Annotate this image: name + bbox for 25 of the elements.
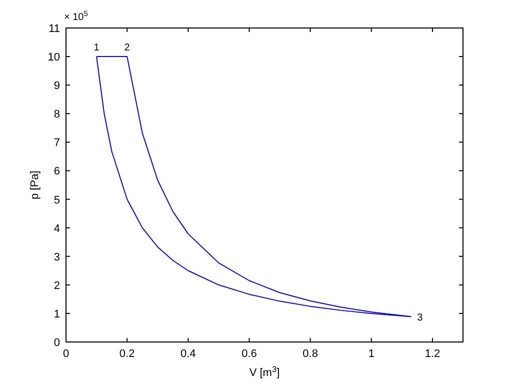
x-tick-label: 1.2 bbox=[424, 348, 440, 360]
y-tick-label: 9 bbox=[54, 80, 60, 92]
x-tick-label: 0.8 bbox=[302, 348, 318, 360]
y-tick-label: 3 bbox=[54, 251, 60, 264]
y-tick-label: 1 bbox=[54, 308, 60, 320]
y-tick-label: 2 bbox=[54, 280, 60, 292]
x-tick-label: 0.4 bbox=[180, 348, 196, 360]
y-axis-title: p [Pa] bbox=[29, 170, 41, 200]
annotation: 2 bbox=[124, 42, 130, 54]
y-tick-label: 0 bbox=[54, 337, 60, 349]
y-tick-label: 6 bbox=[54, 166, 60, 178]
y-tick-label: 11 bbox=[48, 23, 60, 35]
x-tick-label: 1 bbox=[368, 348, 374, 360]
x-axis-title: V [m$^{3}$] bbox=[249, 364, 280, 379]
annotation: 1 bbox=[94, 42, 100, 54]
x-tick-label: 0.6 bbox=[242, 348, 257, 360]
x-tick-label: 0 bbox=[62, 348, 70, 360]
y-tick-label: 7 bbox=[54, 137, 60, 150]
text: × 10$^{5}$ bbox=[64, 8, 88, 23]
y-tick-label: 8 bbox=[54, 108, 60, 121]
y-tick-label: 4 bbox=[54, 222, 60, 235]
y-tick-label: 5 bbox=[54, 194, 60, 206]
y-tick-label: 10 bbox=[48, 52, 60, 64]
x-tick-label: 0.2 bbox=[119, 348, 135, 360]
annotation: 3 bbox=[417, 312, 424, 324]
